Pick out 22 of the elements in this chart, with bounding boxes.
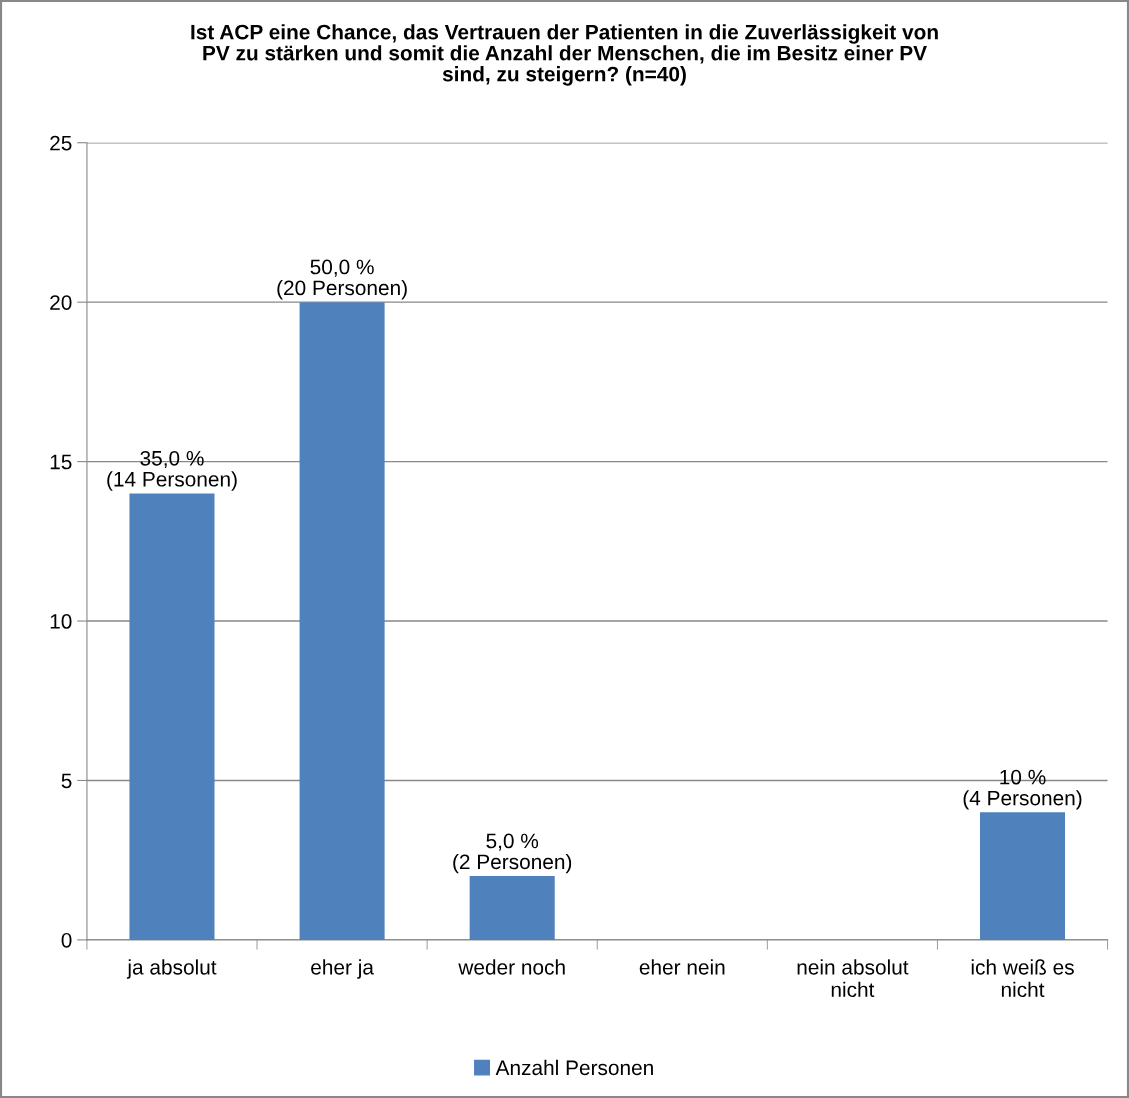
chart-title: Ist ACP eine Chance, das Vertrauen der Patienten in die Zuverlässigkeit von PV zu stärken und somit die Anzahl der Menschen, die im Besitz einer PV sind, zu steigern? (n=40) <box>191 24 938 86</box>
x-tick-label: nein absolut nicht <box>797 959 909 998</box>
bar <box>299 302 385 940</box>
x-tick-label: weder noch <box>458 959 565 975</box>
bar <box>129 493 215 940</box>
y-tick-label: 10 <box>50 614 72 629</box>
y-tick-label: 15 <box>50 454 72 470</box>
x-tick-label: ich weiß es nicht <box>971 959 1074 998</box>
data-label: 50,0 % (20 Personen) <box>277 259 407 300</box>
data-label: 35,0 % (14 Personen) <box>107 450 237 491</box>
x-tick-label: eher ja <box>311 959 374 979</box>
x-tick-label: ja absolut <box>126 959 217 979</box>
y-tick-label: 5 <box>61 773 72 789</box>
y-tick-label: 20 <box>50 295 72 310</box>
x-tick-label: eher nein <box>639 959 725 975</box>
data-label: 5,0 % (2 Personen) <box>453 833 572 874</box>
y-tick-label: 25 <box>50 135 72 151</box>
y-tick-label: 0 <box>61 932 72 948</box>
legend-label: Anzahl Personen <box>495 1059 653 1076</box>
data-label: 10 % (4 Personen) <box>963 769 1082 810</box>
bar <box>979 812 1066 940</box>
bar <box>469 876 555 940</box>
